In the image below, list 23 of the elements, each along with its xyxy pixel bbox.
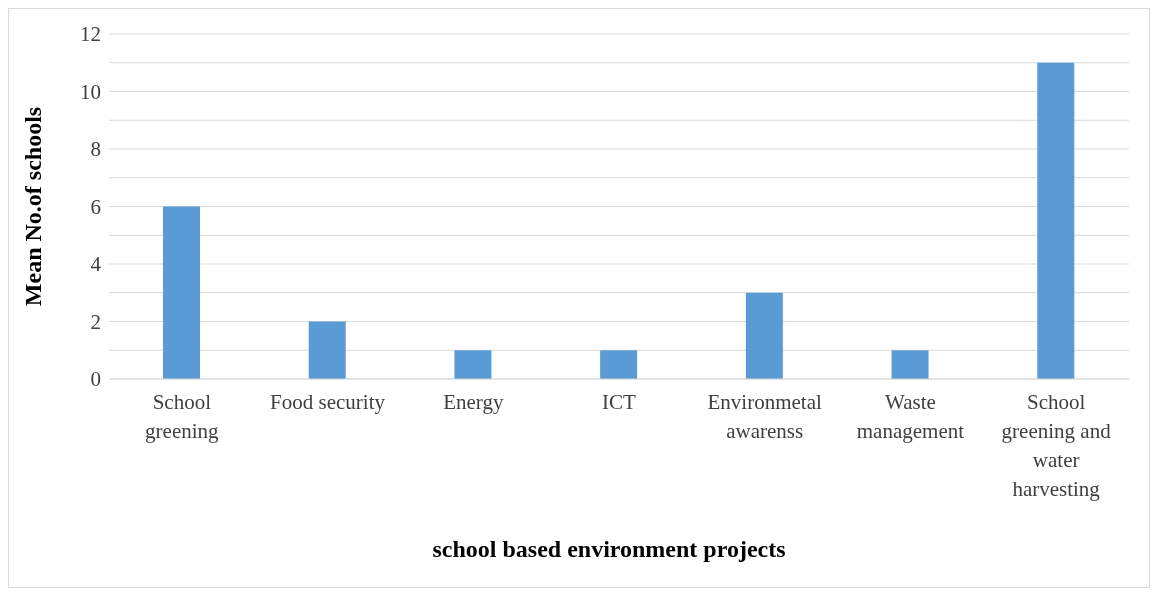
bar [1037,62,1075,379]
y-axis-title: Mean No.of schools [19,106,46,307]
bar [891,350,929,379]
bar [308,321,346,379]
x-tick-label: Food security [270,390,386,414]
y-tick-label: 0 [90,367,101,392]
x-tick-label: School greening [145,390,220,443]
x-tick-label: Waste management [856,390,965,443]
y-tick-label: 2 [90,309,101,334]
x-tick-label: Environmetal awarenss [707,390,823,443]
y-tick-label: 8 [90,137,101,162]
y-tick-label: 4 [90,252,102,277]
y-tick-label: 10 [80,79,101,104]
bar [600,350,638,379]
y-tick-label: 6 [90,194,101,219]
bar [163,206,200,379]
bar [745,292,783,379]
x-axis-title: school based environment projects [431,536,787,563]
bar [454,350,492,379]
y-tick-label: 12 [80,22,101,47]
x-tick-label: School greening and water harvesting [1001,390,1112,501]
x-tick-label: ICT [602,390,637,414]
x-tick-label: Energy [443,390,504,414]
